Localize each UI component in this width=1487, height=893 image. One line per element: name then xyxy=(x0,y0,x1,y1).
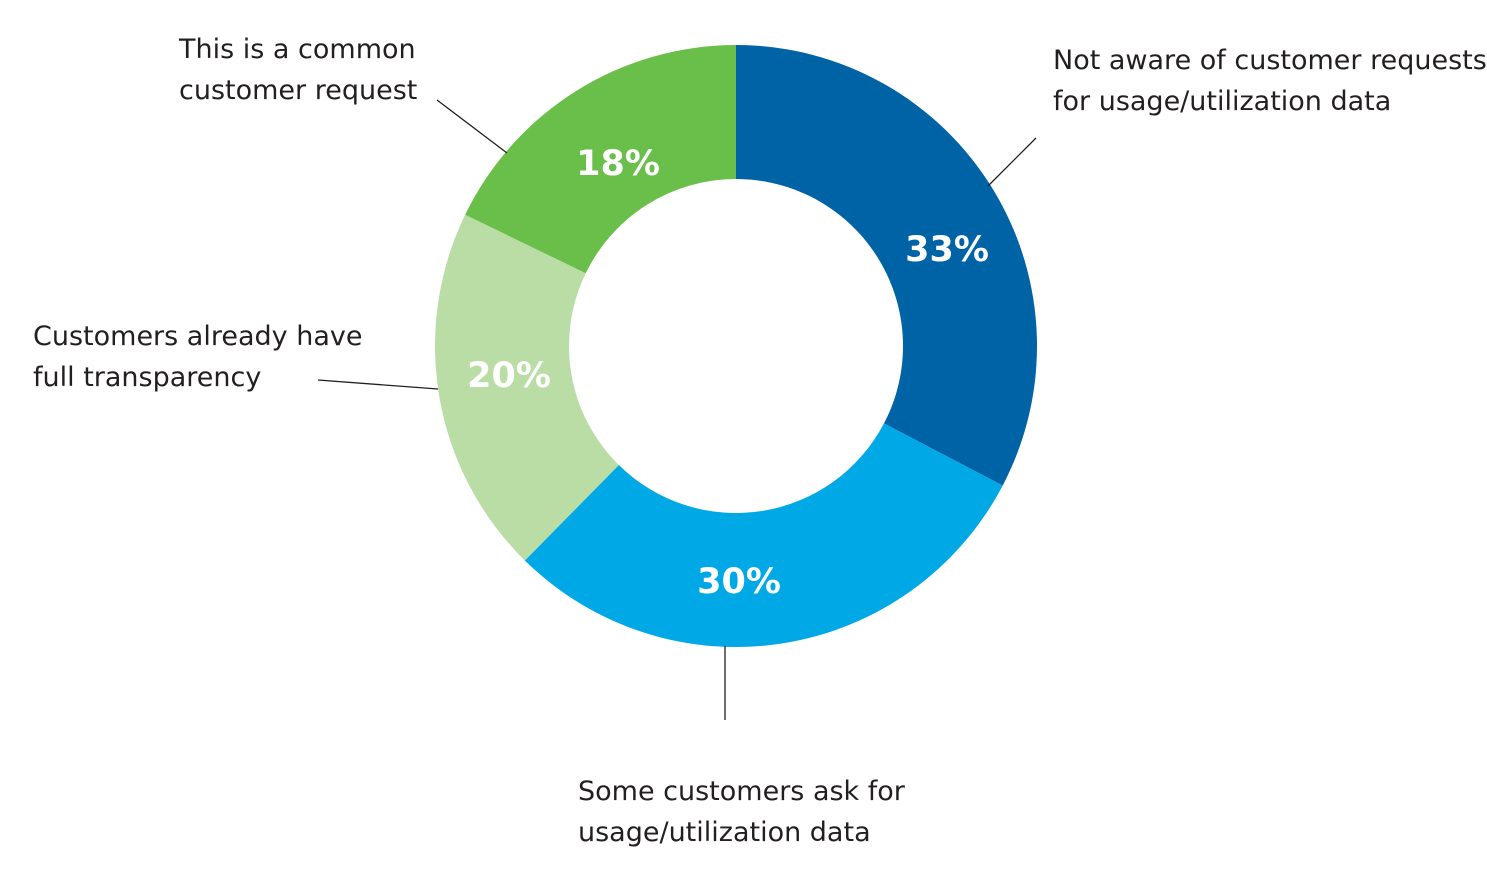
leader-lines xyxy=(317,99,1037,720)
slice-not-aware xyxy=(736,45,1037,486)
callout-common-request: This is a common customer request xyxy=(179,29,417,111)
callout-some-customers: Some customers ask for usage/utilization… xyxy=(578,771,905,853)
callout-full-transparency: Customers already have full transparency xyxy=(33,316,362,398)
leader-line-full-transparency xyxy=(317,379,439,390)
callout-not-aware-line-1: Not aware of customer requests xyxy=(1053,45,1487,76)
callout-full-transparency-line-1: Customers already have xyxy=(33,321,363,352)
value-label-common-request: 18% xyxy=(576,144,660,184)
callout-common-request-line-2: customer request xyxy=(179,75,418,106)
callout-some-customers-line-2: usage/utilization data xyxy=(578,817,871,848)
slice-full-transparency xyxy=(435,214,619,561)
leader-line-common-request xyxy=(436,99,508,154)
callout-common-request-line-1: This is a common xyxy=(179,34,416,65)
callout-full-transparency-line-2: full transparency xyxy=(33,362,262,393)
callout-not-aware-line-2: for usage/utilization data xyxy=(1053,86,1392,117)
slice-common-request xyxy=(465,45,736,274)
value-label-some-customers: 30% xyxy=(697,562,781,602)
leader-line-not-aware xyxy=(987,137,1037,187)
callout-not-aware: Not aware of customer requests for usage… xyxy=(1053,40,1487,122)
value-label-not-aware: 33% xyxy=(905,230,989,270)
callout-some-customers-line-1: Some customers ask for xyxy=(578,776,905,807)
slice-some-customers xyxy=(524,423,1003,647)
percentage-labels: 33% 30% 20% 18% xyxy=(467,144,989,602)
value-label-full-transparency: 20% xyxy=(467,356,551,396)
donut-slices xyxy=(435,45,1037,647)
